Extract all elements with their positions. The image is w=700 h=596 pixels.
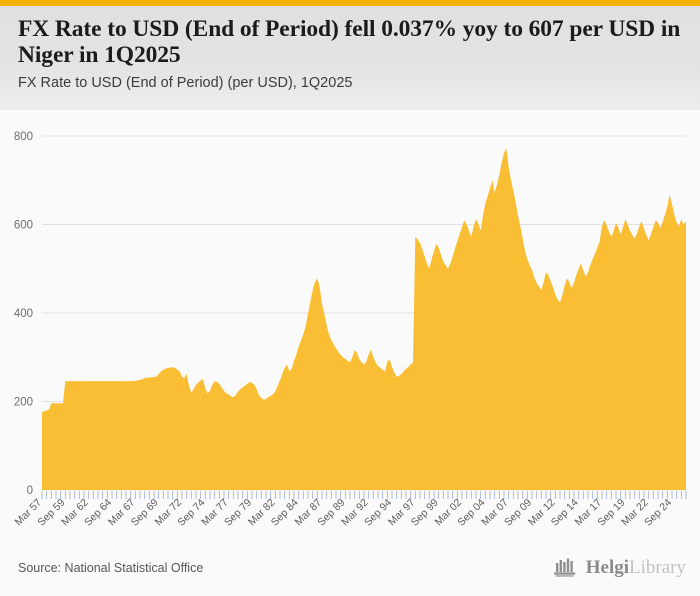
y-axis-tick-label: 400: [14, 308, 33, 320]
source-note: Source: National Statistical Office: [18, 561, 204, 575]
y-axis-tick-label: 600: [14, 220, 33, 232]
x-axis-tick-marks: [41, 491, 687, 499]
chart-footer: Source: National Statistical Office Helg…: [0, 545, 700, 596]
top-accent-bar: [0, 0, 700, 6]
brand-name-secondary: Library: [629, 556, 686, 578]
y-axis-tick-label: 800: [14, 131, 33, 143]
page-title: FX Rate to USD (End of Period) fell 0.03…: [18, 16, 681, 68]
brand-name: HelgiLibrary: [586, 558, 686, 577]
series-area-fx-rate: [42, 148, 686, 490]
chart-area: 0 200 400 600 800 Mar 57 Sep 59 Mar 62 Sep 64 Ma…: [0, 110, 700, 545]
library-building-icon: [553, 558, 575, 577]
y-axis-labels: 0 200 400 600 800: [14, 131, 33, 497]
chart-header: FX Rate to USD (End of Period) fell 0.03…: [0, 6, 700, 110]
y-axis-tick-label: 0: [27, 485, 33, 497]
brand-logo-block: HelgiLibrary: [553, 556, 686, 578]
brand-name-primary: Helgi: [585, 556, 630, 578]
chart-subtitle: FX Rate to USD (End of Period) (per USD)…: [18, 75, 353, 91]
y-axis-tick-label: 200: [14, 397, 33, 409]
